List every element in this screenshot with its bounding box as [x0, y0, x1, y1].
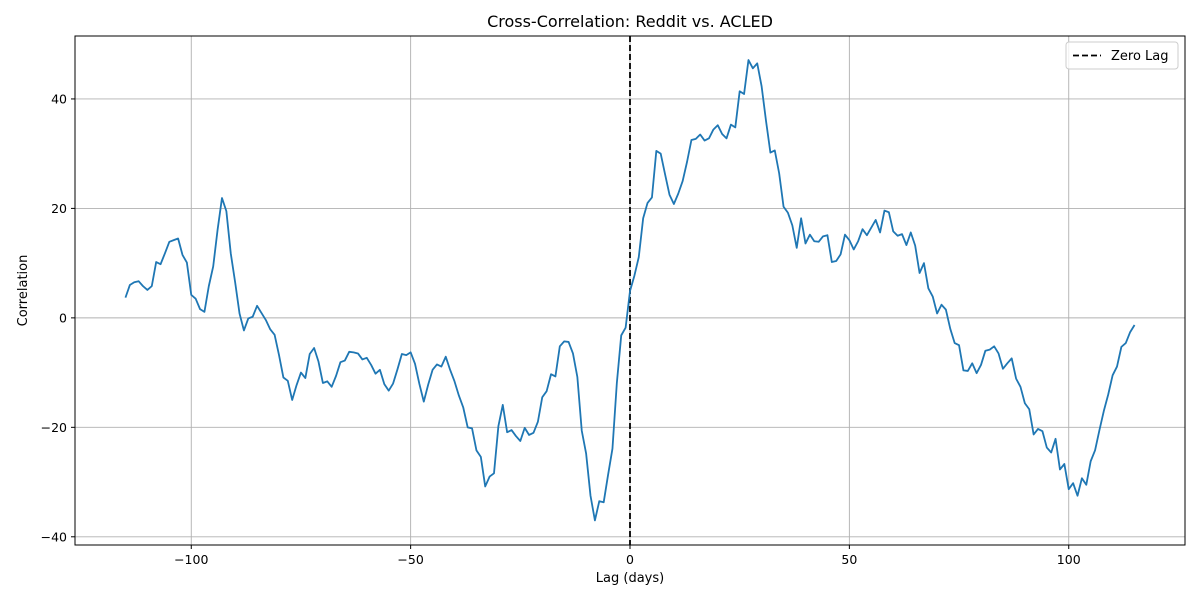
series-group: [124, 59, 1136, 522]
legend-box: [1065, 41, 1179, 70]
legend: Zero Lag: [1065, 41, 1179, 70]
y-tick-label: 20: [51, 201, 67, 216]
x-tick-label: 0: [626, 552, 634, 567]
y-axis-ticks: −40 −20 0 20 40: [41, 91, 75, 544]
x-tick-label: −100: [174, 552, 208, 567]
y-tick-label: −40: [41, 529, 67, 544]
series-line: [124, 59, 1136, 522]
x-tick-label: 100: [1057, 552, 1081, 567]
y-axis-label: Correlation: [16, 255, 31, 327]
y-tick-label: −20: [41, 420, 67, 435]
x-tick-label: 50: [841, 552, 857, 567]
y-tick-label: 40: [51, 91, 67, 106]
chart-title: Cross-Correlation: Reddit vs. ACLED: [487, 12, 773, 31]
x-axis-ticks: −100 −50 0 50 100: [174, 545, 1081, 567]
x-axis-label: Lag (days): [596, 571, 664, 586]
x-tick-label: −50: [397, 552, 423, 567]
y-tick-label: 0: [59, 310, 67, 325]
legend-zero-lag-label: Zero Lag: [1111, 49, 1169, 64]
